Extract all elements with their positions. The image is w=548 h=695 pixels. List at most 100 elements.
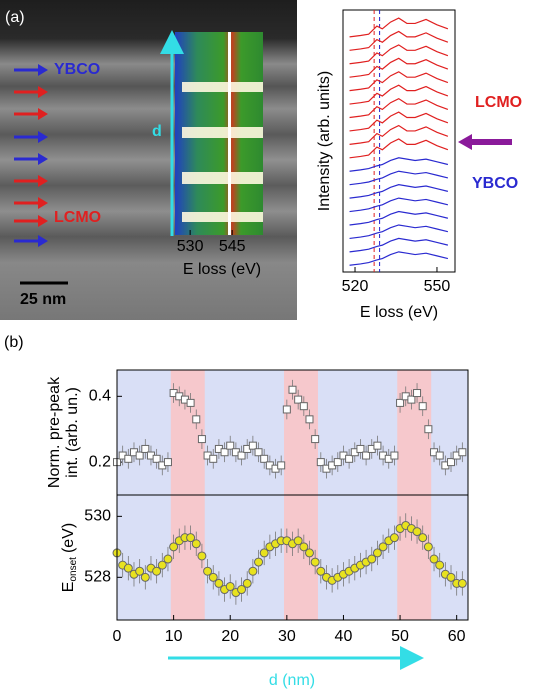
y-axis-label-unit: (eV): [60, 523, 77, 553]
point: [288, 385, 297, 394]
point: [192, 415, 201, 424]
spectrum: [349, 30, 449, 51]
point: [345, 454, 354, 463]
point: [413, 389, 422, 398]
point: [225, 581, 235, 591]
point: [447, 458, 456, 467]
y-tick-label: 528: [84, 569, 111, 586]
y-axis-label: Eonset (eV): [60, 523, 78, 592]
d-label: d: [152, 123, 162, 140]
label-lcmo: LCMO: [54, 209, 101, 226]
annotation: LCMO: [475, 94, 522, 111]
plot-frame: [116, 494, 469, 621]
band: [397, 495, 432, 620]
point: [214, 578, 224, 588]
band: [170, 370, 205, 495]
y-tick-label: 0.2: [89, 453, 111, 470]
spectrum: [349, 224, 449, 240]
point: [418, 402, 427, 411]
point: [209, 454, 218, 463]
point: [390, 451, 399, 460]
y-tick-label: 530: [84, 508, 111, 525]
x-tick-label: 550: [424, 278, 451, 295]
point: [203, 566, 213, 576]
point: [457, 578, 467, 588]
x-tick-label: 0: [113, 628, 122, 645]
x-tick-label: 10: [165, 628, 183, 645]
point: [237, 585, 247, 595]
x-tick-label: 50: [391, 628, 409, 645]
point: [299, 542, 309, 552]
x-tick-label: 60: [448, 628, 466, 645]
point: [186, 533, 196, 543]
spectrum: [349, 17, 449, 38]
point: [412, 527, 422, 537]
point: [299, 402, 308, 411]
point: [435, 560, 445, 570]
x-tick-label: 545: [219, 238, 246, 255]
point: [418, 533, 428, 543]
point: [293, 536, 303, 546]
point: [435, 451, 444, 460]
point: [254, 557, 264, 567]
y-axis-label: int. (arb. un.): [64, 387, 81, 478]
point: [220, 448, 229, 457]
x-axis-label: E loss (eV): [183, 261, 261, 278]
point: [152, 454, 161, 463]
point: [197, 551, 207, 561]
point: [124, 454, 133, 463]
point: [248, 441, 257, 450]
arrows: [14, 64, 48, 247]
point: [197, 435, 206, 444]
point: [135, 566, 145, 576]
point: [356, 444, 365, 453]
point: [316, 458, 325, 467]
point: [424, 425, 433, 434]
spectrum: [349, 138, 449, 159]
point: [367, 554, 377, 564]
point: [248, 566, 258, 576]
point: [372, 548, 382, 558]
point: [282, 405, 291, 414]
spectrum: [349, 97, 449, 119]
x-tick-label: 20: [221, 628, 239, 645]
point: [157, 560, 167, 570]
point: [140, 572, 150, 582]
y-axis-label: Norm. pre-peak: [46, 376, 63, 488]
label-ybco: YBCO: [54, 61, 100, 78]
point: [208, 572, 218, 582]
point: [237, 451, 246, 460]
point: [316, 566, 326, 576]
point: [396, 398, 405, 407]
point: [446, 572, 456, 582]
x-tick-label: 40: [335, 628, 353, 645]
spectrum: [349, 124, 449, 145]
point: [254, 448, 263, 457]
spectrum: [349, 57, 449, 78]
point: [259, 548, 269, 558]
point: [277, 461, 286, 470]
point: [169, 542, 179, 552]
spectrum: [349, 251, 449, 266]
x-axis-label: E loss (eV): [360, 304, 438, 321]
inset-map: [175, 32, 263, 235]
point: [362, 451, 371, 460]
band: [284, 495, 318, 620]
point: [378, 542, 388, 552]
spectrum: [349, 111, 449, 132]
point: [389, 533, 399, 543]
spectrum: [349, 157, 449, 172]
x-tick-label: 520: [342, 278, 369, 295]
point: [407, 395, 416, 404]
annotation: YBCO: [472, 175, 518, 192]
point: [423, 542, 433, 552]
point: [310, 557, 320, 567]
point: [305, 415, 314, 424]
point: [458, 448, 467, 457]
point: [311, 435, 320, 444]
point: [294, 395, 303, 404]
x-tick-label: 30: [278, 628, 296, 645]
y-tick-label: 0.4: [89, 388, 111, 405]
spectrum: [349, 184, 449, 199]
x-axis-label: d (nm): [269, 672, 315, 689]
